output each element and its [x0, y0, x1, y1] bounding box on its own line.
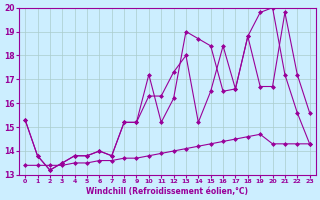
X-axis label: Windchill (Refroidissement éolien,°C): Windchill (Refroidissement éolien,°C)	[86, 187, 248, 196]
